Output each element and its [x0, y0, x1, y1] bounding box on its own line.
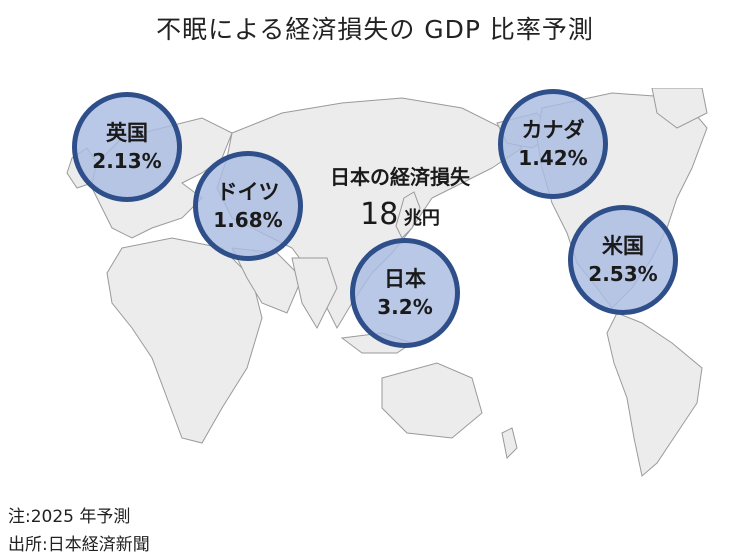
country-name: カナダ — [521, 118, 585, 142]
country-name: 米国 — [602, 234, 644, 258]
total-value: 18 — [360, 197, 399, 232]
circle-japan: 日本 3.2% — [350, 238, 460, 348]
country-name: 日本 — [384, 267, 426, 291]
country-value: 3.2% — [377, 295, 433, 319]
japan-total-loss: 日本の経済損失 18 兆円 — [300, 163, 500, 239]
country-value: 2.13% — [92, 149, 162, 173]
country-value: 1.42% — [518, 146, 588, 170]
country-value: 2.53% — [588, 262, 658, 286]
circle-canada: カナダ 1.42% — [498, 89, 608, 199]
land-new-zealand — [501, 427, 518, 460]
forecast-note: 注:2025 年予測 — [8, 507, 131, 527]
country-name: 英国 — [106, 121, 148, 145]
country-value: 1.68% — [213, 208, 283, 232]
land-japan — [395, 191, 421, 239]
total-label: 日本の経済損失 — [330, 165, 470, 189]
circle-germany: ドイツ 1.68% — [193, 151, 303, 261]
land-arabia — [231, 247, 303, 314]
page-title: 不眠による経済損失の GDP 比率予測 — [156, 15, 594, 44]
land-greenland — [651, 88, 708, 129]
total-unit: 兆円 — [403, 208, 440, 229]
source-note: 出所:日本経済新聞 — [8, 535, 150, 555]
total-value-row: 18 兆円 — [300, 195, 500, 239]
land-south-america — [606, 312, 703, 477]
circle-usa: 米国 2.53% — [568, 205, 678, 315]
country-name: ドイツ — [216, 180, 280, 204]
land-africa — [106, 237, 263, 444]
circle-uk: 英国 2.13% — [72, 92, 182, 202]
land-india — [291, 257, 338, 330]
land-australia — [381, 362, 483, 439]
